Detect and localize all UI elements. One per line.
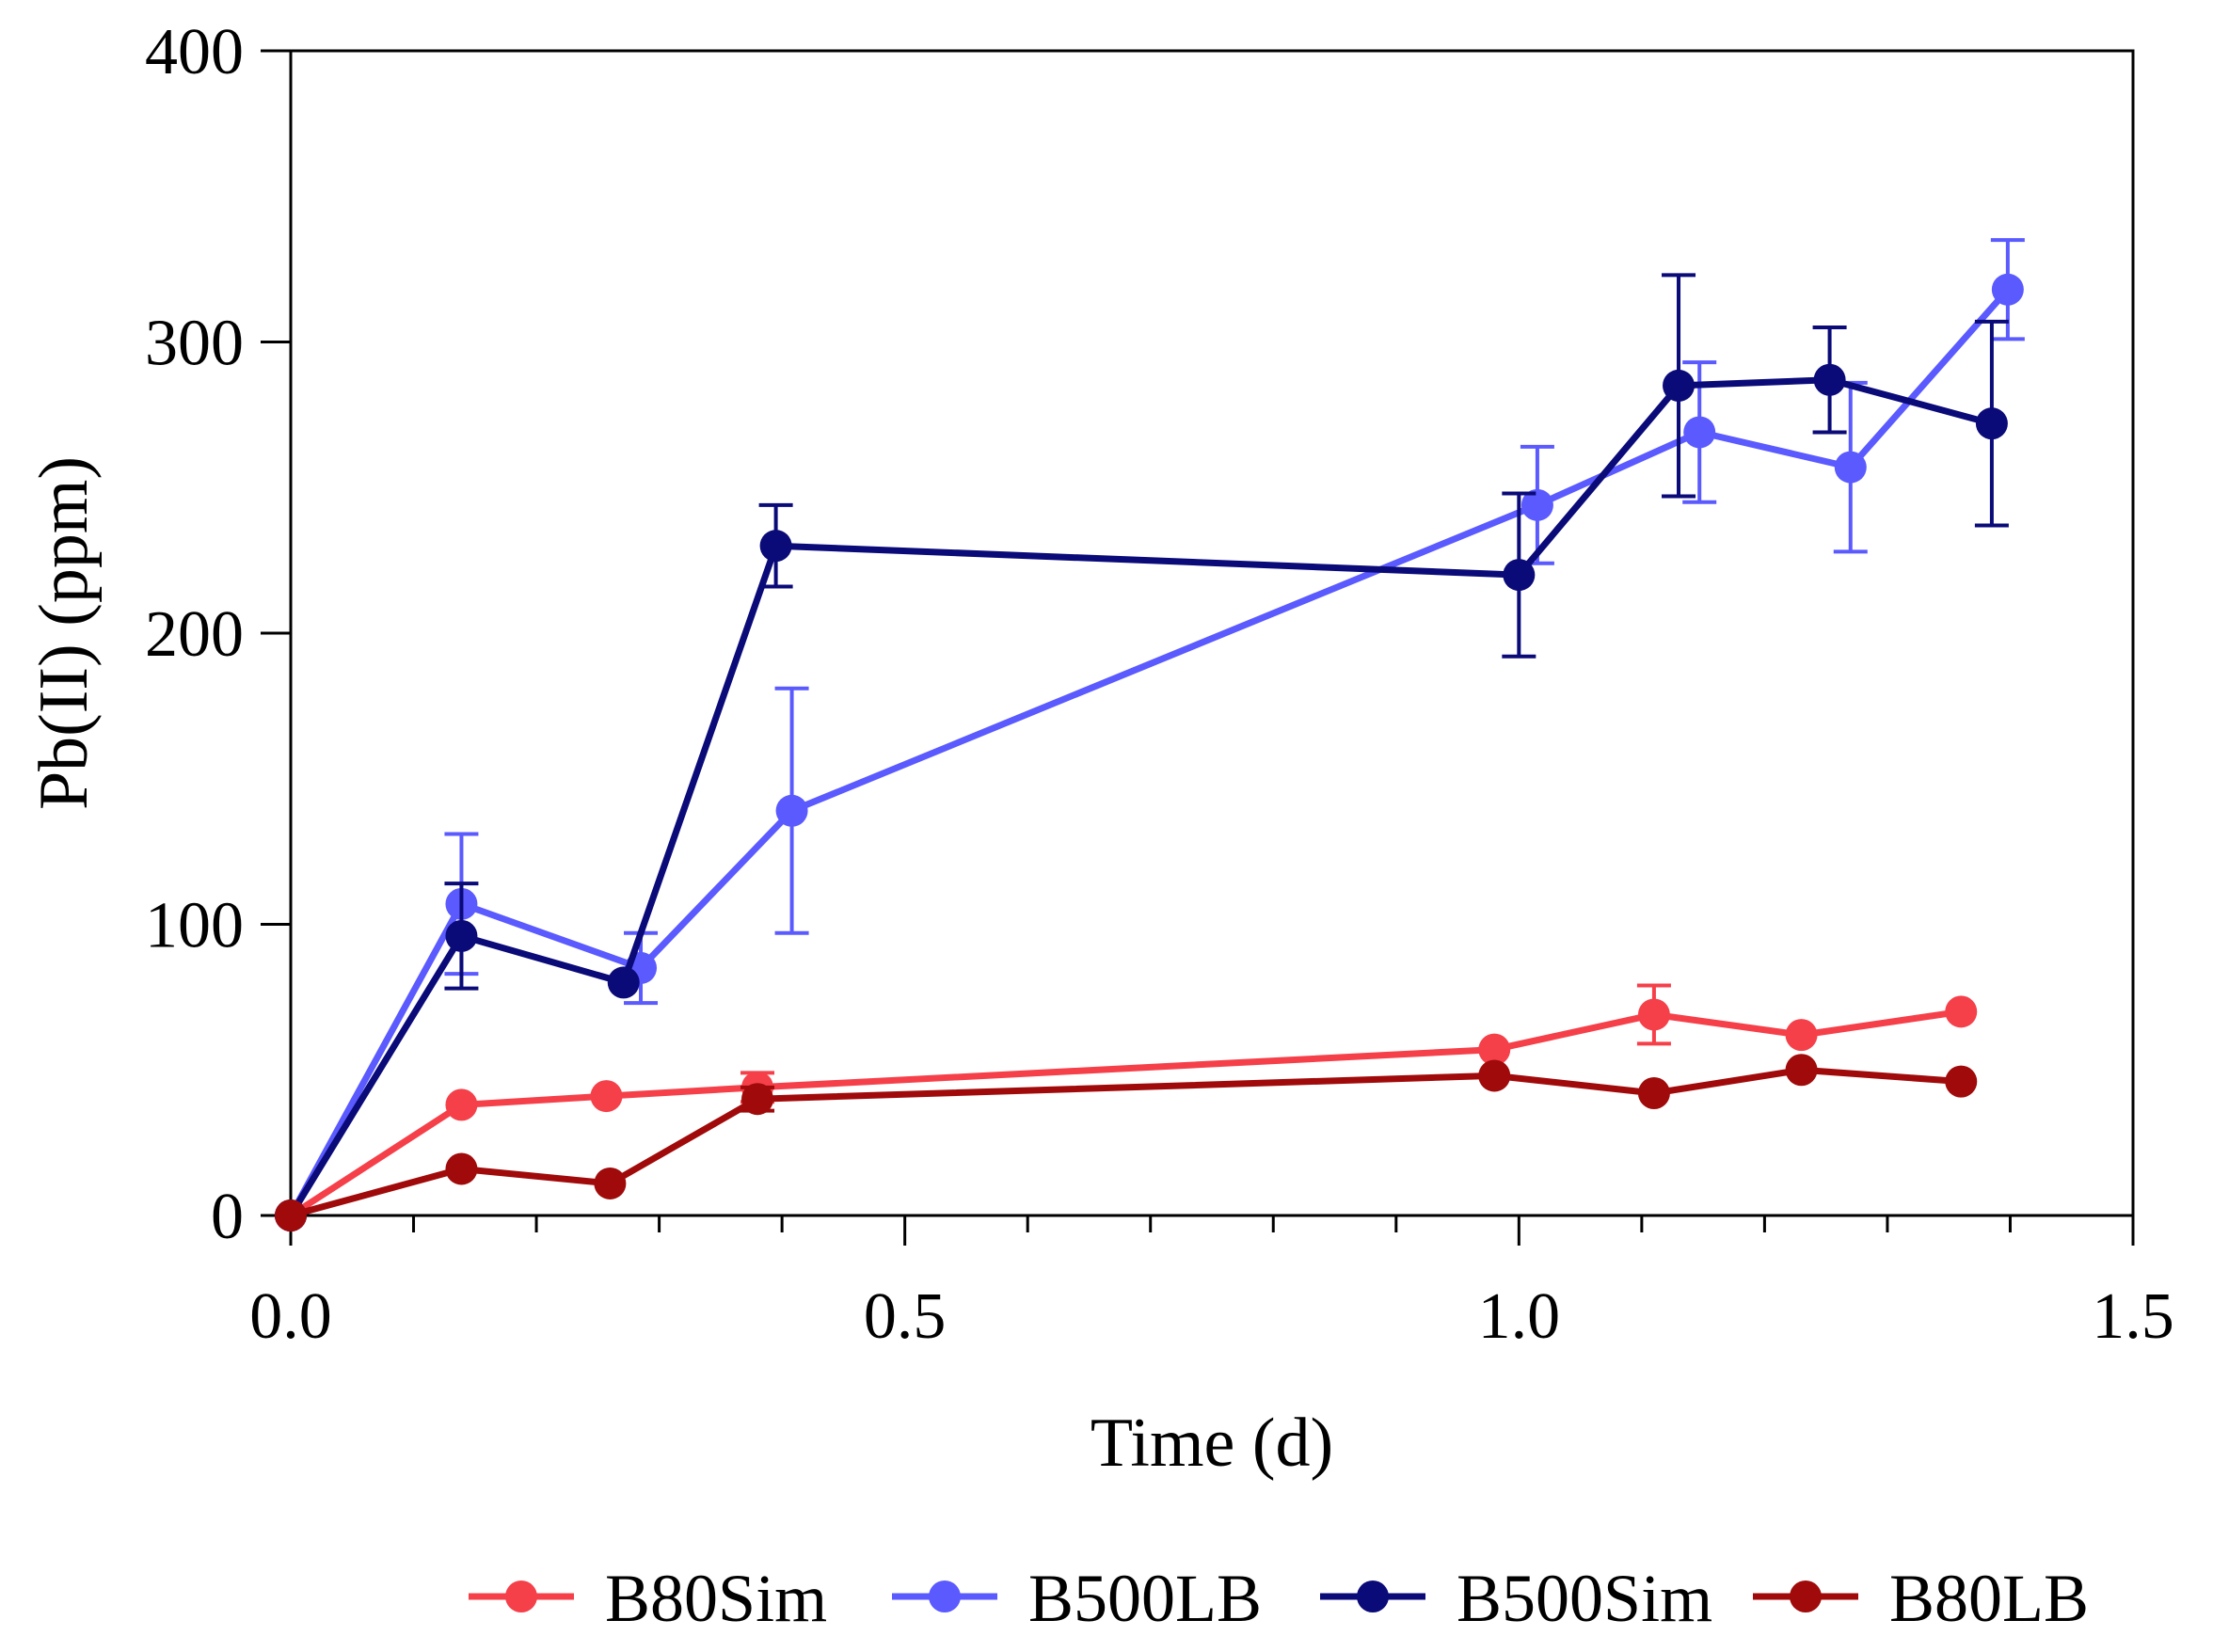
data-point: [1478, 1033, 1511, 1066]
legend-label: B500LB: [1028, 1561, 1262, 1636]
series-layer: [275, 238, 2025, 1231]
y-tick-label: 0: [211, 1181, 244, 1253]
x-tick-label: 1.5: [2092, 1280, 2174, 1353]
series-B500LB: [275, 238, 2025, 1231]
data-point: [775, 794, 808, 827]
data-point: [1991, 273, 2024, 306]
data-point: [445, 1088, 478, 1121]
series-B80Sim: [275, 983, 1978, 1231]
data-point: [1785, 1054, 1818, 1087]
legend: B80Sim B500LB B500Sim B80LB: [469, 1561, 2089, 1636]
y-axis-label: Pb(II) (ppm): [25, 456, 103, 810]
legend-swatch-marker: [1790, 1581, 1822, 1612]
legend-swatch-marker: [1357, 1581, 1389, 1612]
series-line: [290, 1066, 1962, 1219]
legend-label: B80Sim: [605, 1561, 827, 1636]
data-point: [1637, 998, 1670, 1031]
data-point: [1975, 407, 2008, 440]
data-point: [1813, 363, 1846, 396]
x-axis-ticks: 0.0 0.5 1.0 1.5: [249, 1215, 2174, 1353]
y-axis-ticks: 0 100 200 300 400: [145, 16, 291, 1253]
x-axis-label: Time (d): [1091, 1405, 1333, 1482]
series-B500Sim: [275, 273, 2009, 1231]
data-point: [1478, 1059, 1511, 1092]
legend-item-B80Sim: B80Sim: [469, 1561, 827, 1636]
data-point: [1834, 451, 1867, 484]
data-point: [1945, 995, 1978, 1028]
legend-label: B500Sim: [1457, 1561, 1712, 1636]
x-tick-label: 1.0: [1478, 1280, 1561, 1353]
data-point: [1785, 1019, 1818, 1052]
y-tick-label: 400: [145, 16, 244, 88]
legend-swatch-marker: [929, 1581, 961, 1612]
legend-item-B80LB: B80LB: [1753, 1561, 2089, 1636]
y-tick-label: 300: [145, 308, 244, 380]
y-tick-label: 100: [145, 890, 244, 962]
data-point: [594, 1167, 627, 1199]
legend-label: B80LB: [1889, 1561, 2089, 1636]
x-tick-label: 0.5: [864, 1280, 947, 1353]
data-point: [590, 1080, 623, 1113]
plot-frame: [289, 49, 2135, 1217]
data-point: [741, 1083, 774, 1116]
data-point: [759, 530, 792, 563]
data-point: [1520, 488, 1553, 521]
data-point: [445, 919, 478, 952]
legend-swatch-marker: [505, 1581, 537, 1612]
series-line: [289, 1008, 1962, 1218]
legend-item-B500LB: B500LB: [892, 1561, 1262, 1636]
data-point: [1683, 416, 1716, 449]
series-B80LB: [275, 1054, 1978, 1231]
data-point: [1637, 1077, 1670, 1110]
data-point: [1663, 369, 1696, 402]
data-point: [1503, 559, 1536, 592]
x-tick-label: 0.0: [249, 1280, 332, 1353]
legend-item-B500Sim: B500Sim: [1320, 1561, 1712, 1636]
data-point: [275, 1199, 307, 1231]
data-point: [607, 966, 640, 999]
data-point: [445, 1152, 478, 1185]
series-line: [287, 287, 2011, 1217]
series-line: [288, 376, 1993, 1217]
y-tick-label: 200: [145, 598, 244, 671]
data-point: [1945, 1065, 1978, 1098]
